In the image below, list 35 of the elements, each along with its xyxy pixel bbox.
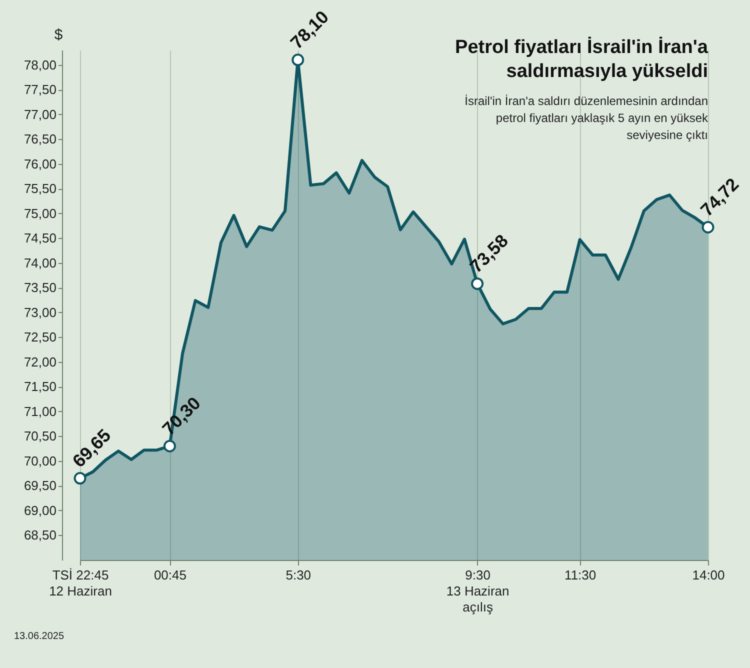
point bbox=[292, 54, 304, 66]
x-tick-label: 5:30 bbox=[286, 568, 312, 582]
x-tick-label: 00:45 bbox=[154, 568, 186, 582]
y-tick-label: 76,50 bbox=[24, 132, 56, 147]
y-tick-label: 76,00 bbox=[24, 156, 56, 172]
y-tick-label: 73,00 bbox=[24, 304, 56, 320]
y-tick-label: 70,00 bbox=[24, 453, 56, 468]
x-tick-label: 9:30 13 Haziran açılış bbox=[446, 568, 510, 614]
y-tick-label: 71,00 bbox=[24, 404, 56, 419]
y-tick-label: 74,00 bbox=[24, 255, 56, 270]
y-tick-label: 75,50 bbox=[24, 181, 56, 196]
point bbox=[163, 440, 176, 452]
point bbox=[74, 472, 86, 485]
y-tick-label: 69,00 bbox=[24, 502, 56, 518]
y-tick-label: 72,50 bbox=[24, 330, 56, 345]
y-tick-label: 72,00 bbox=[24, 354, 56, 370]
y-tick-label: 68,50 bbox=[24, 528, 56, 543]
y-tick-label: 71,50 bbox=[24, 379, 56, 394]
x-tick-label: 14:00 bbox=[692, 568, 725, 582]
x-tick-label: 11:30 bbox=[564, 568, 596, 582]
text: 13.06.2025 bbox=[14, 631, 64, 642]
y-axis-title: $ bbox=[54, 26, 64, 44]
text: İsrail'in İran'a saldırı düzenlemesinin ardından petrol fiyatları yaklaşık 5 ayın en yüksek seviyesine çıktı bbox=[464, 94, 709, 142]
chart-title: Petrol fiyatları İsrail'in İran'a saldırmasıyla yükseldi bbox=[455, 36, 708, 82]
y-tick-label: 74,50 bbox=[24, 230, 56, 246]
y-tick-label: 73,50 bbox=[24, 280, 56, 296]
x-tick-label: TSİ 22:45 12 Haziran bbox=[49, 568, 112, 598]
y-tick-label: 77,50 bbox=[24, 82, 56, 98]
y-tick-label: 70,50 bbox=[24, 428, 56, 444]
y-tick-label: 69,50 bbox=[24, 478, 56, 494]
y-tick-label: 77,00 bbox=[24, 106, 56, 122]
y-tick-label: 78,00 bbox=[24, 57, 56, 72]
point bbox=[471, 277, 484, 290]
y-tick-label: 75,00 bbox=[24, 206, 56, 221]
point bbox=[702, 221, 714, 234]
